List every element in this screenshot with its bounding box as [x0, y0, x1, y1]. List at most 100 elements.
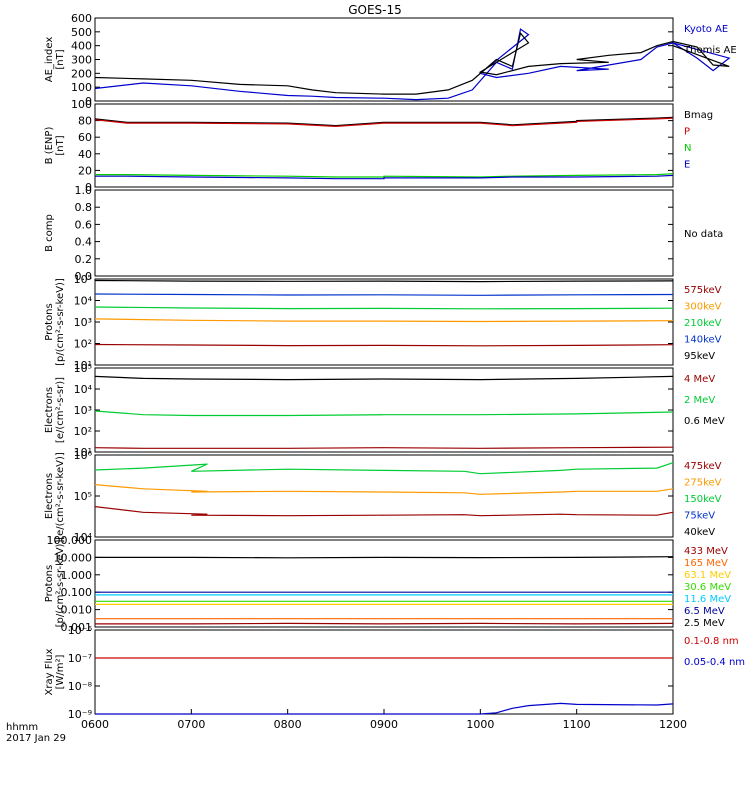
- y-tick-label: 10⁴: [74, 383, 93, 396]
- y-axis-unit: [nT]: [55, 49, 66, 69]
- time-format-label: hhmm: [6, 722, 38, 733]
- series-line-2-5-mev: [95, 556, 674, 559]
- series-line-kyoto-ae: [94, 28, 731, 101]
- legend-entry: 2 MeV: [684, 395, 715, 406]
- y-tick-label: 0.8: [75, 201, 93, 214]
- series-line-bmag: [94, 116, 674, 127]
- y-tick-label: 10³: [74, 316, 92, 329]
- legend-entry: 210keV: [684, 318, 722, 329]
- panel-frame: [94, 17, 674, 102]
- legend-entry: 0.05-0.4 nm: [684, 657, 745, 668]
- series-line-2-mev: [94, 410, 674, 417]
- y-axis-label: Electrons: [44, 473, 55, 519]
- x-tick-label: 1100: [563, 718, 591, 731]
- y-axis-label: Electrons: [44, 387, 55, 433]
- y-tick-label: 10³: [74, 404, 92, 417]
- y-axis-unit: [p/(cm²-s-sr-keV)]: [55, 540, 66, 628]
- series-line-300kev: [94, 318, 674, 323]
- panel-frame: [94, 278, 674, 366]
- y-axis-label: AE_index: [44, 37, 55, 83]
- y-tick-label: 10¹: [74, 446, 92, 459]
- legend-entry: 433 MeV: [684, 546, 728, 557]
- legend-entry: P: [684, 127, 690, 138]
- y-tick-label: 60: [78, 131, 92, 144]
- y-tick-label: 10⁻⁷: [68, 652, 92, 665]
- panel-frame: [94, 103, 674, 188]
- legend-entry: 40keV: [684, 527, 715, 538]
- y-axis-unit: [W/m²]: [55, 654, 66, 689]
- y-tick-label: 600: [71, 12, 92, 25]
- panel-frame: [94, 189, 674, 277]
- y-tick-label: 10²: [74, 425, 92, 438]
- y-tick-label: 10²: [74, 338, 92, 351]
- series-line-140kev: [94, 293, 674, 296]
- legend-entry: 75keV: [684, 511, 715, 522]
- series-line-0-6-mev: [94, 375, 674, 381]
- x-tick-label: 0900: [370, 718, 398, 731]
- legend-entry: Bmag: [684, 110, 713, 121]
- y-tick-label: 1.0: [75, 184, 93, 197]
- y-tick-label: 0.6: [75, 218, 93, 231]
- y-tick-label: 100: [71, 81, 92, 94]
- legend-entry: 165 MeV: [684, 558, 728, 569]
- y-axis-label: B comp: [44, 214, 55, 252]
- series-line-475kev: [94, 506, 674, 517]
- y-tick-label: 10⁵: [74, 273, 92, 286]
- y-tick-label: 10⁴: [74, 531, 93, 544]
- y-tick-label: 10⁻⁶: [68, 624, 93, 637]
- legend-entry: Kyoto AE: [684, 24, 728, 35]
- legend-entry: E: [684, 160, 690, 171]
- y-axis-unit: [e/(cm²-s-sr)]: [55, 377, 66, 443]
- panel-frame: [94, 629, 674, 715]
- legend-entry: 0.6 MeV: [684, 416, 725, 427]
- time-axis: 0600 0700 0800 0900 1000 1100 1200: [81, 709, 687, 731]
- legend-entry: 275keV: [684, 478, 722, 489]
- legend-entry: 475keV: [684, 461, 722, 472]
- y-axis-label: Xray Flux: [44, 648, 55, 695]
- y-tick-label: 500: [71, 26, 92, 39]
- y-tick-label: 0.2: [75, 253, 93, 266]
- x-tick-label: 1200: [659, 718, 687, 731]
- y-tick-label: 10⁴: [74, 295, 93, 308]
- legend-entry: 2.5 MeV: [684, 618, 725, 629]
- y-tick-label: 1.000: [61, 569, 93, 582]
- legend-entry: 4 MeV: [684, 374, 715, 385]
- y-tick-label: 400: [71, 40, 92, 53]
- panel-4: 10¹ 10² 10³ 10⁴ 10⁵ Protons [p/(cm²-s-sr-keV)]…: [44, 273, 722, 372]
- y-tick-label: 10⁶: [74, 449, 93, 462]
- y-tick-label: 10⁻⁹: [68, 708, 92, 721]
- legend-entry: 11.6 MeV: [684, 594, 731, 605]
- series-line-433-mev: [95, 622, 674, 625]
- y-axis-label: Protons: [44, 565, 55, 602]
- legend-entry: 150keV: [684, 494, 722, 505]
- series-line-150kev: [94, 462, 674, 475]
- y-tick-label: 0: [85, 181, 92, 194]
- y-axis-label: Protons: [44, 303, 55, 340]
- y-tick-label: 40: [78, 148, 92, 161]
- series-line-210kev: [94, 306, 674, 310]
- y-tick-label: 0.0: [75, 270, 93, 283]
- panel-6: 10⁴ 10⁵ 10⁶ Electrons [e/(cm²-s-sr-keV)] 475k…: [44, 449, 722, 544]
- x-tick-label: 0800: [274, 718, 302, 731]
- panel-7: 0.001 0.010 0.100 1.000 10.000 100.000 Protons…: [44, 534, 731, 634]
- legend-entry: Themis AE: [683, 45, 737, 56]
- y-tick-label: 0.010: [61, 604, 93, 617]
- series-line-4-mev: [94, 446, 674, 449]
- x-tick-label: 0600: [81, 718, 109, 731]
- legend-entry: 30.6 MeV: [684, 582, 731, 593]
- y-axis-label: B (ENP): [44, 127, 55, 165]
- series-line-575kev: [94, 343, 674, 347]
- y-tick-label: 10⁵: [74, 362, 92, 375]
- y-tick-label: 0.001: [61, 621, 93, 634]
- panel-3: 0.0 0.2 0.4 0.6 0.8 1.0 B comp No data: [44, 184, 723, 283]
- chart-title: GOES-15: [348, 3, 402, 17]
- y-tick-label: 200: [71, 67, 92, 80]
- legend-entry: 95keV: [684, 351, 715, 362]
- y-tick-label: 100: [71, 98, 92, 111]
- y-tick-label: 300: [71, 54, 92, 67]
- series-line-n: [95, 173, 674, 178]
- y-tick-label: 0: [85, 95, 92, 108]
- series-line-themis-ae: [94, 31, 730, 95]
- panel-5: 10¹ 10² 10³ 10⁴ 10⁵ Electrons [e/(cm²-s-sr)] 4 …: [44, 362, 725, 459]
